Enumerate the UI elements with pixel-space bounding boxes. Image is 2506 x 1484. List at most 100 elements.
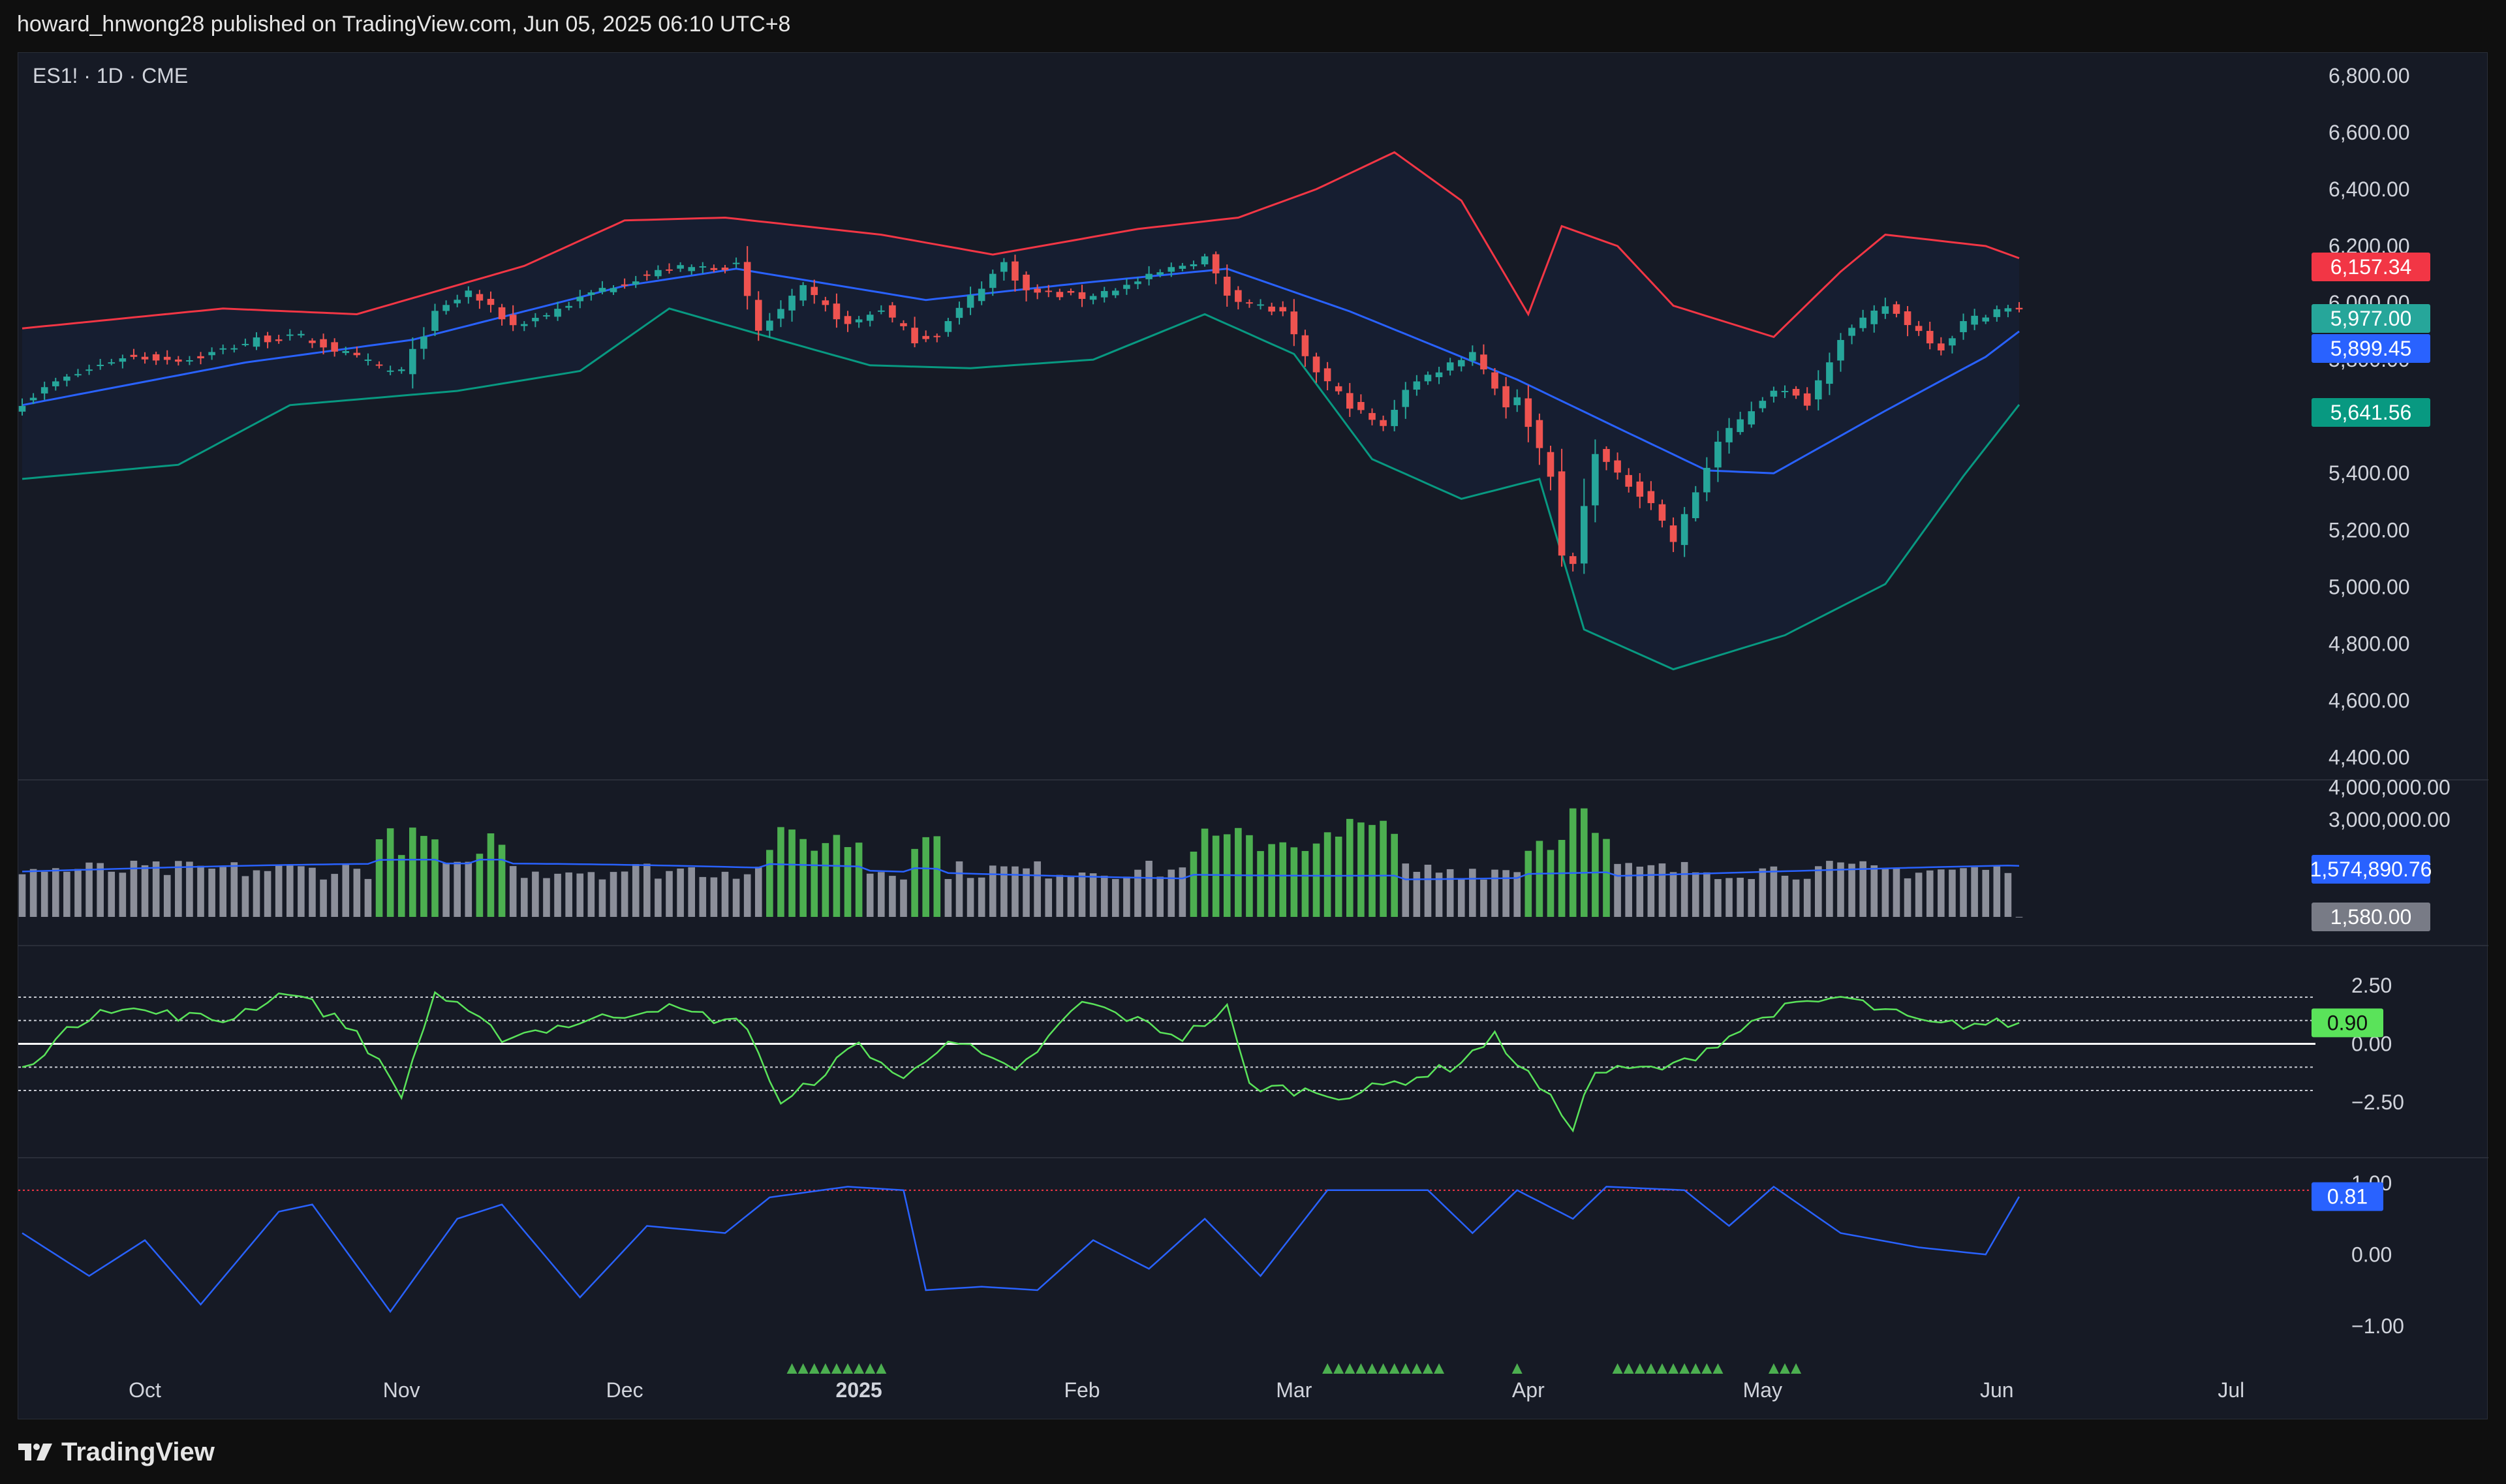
volume-bar xyxy=(119,873,127,917)
volume-bar xyxy=(967,878,974,917)
volume-bar xyxy=(40,871,48,917)
candle-body xyxy=(74,374,82,376)
volume-bar xyxy=(1893,867,1900,917)
volume-bar xyxy=(1268,844,1275,917)
volume-bar xyxy=(955,861,963,917)
oscillator-line xyxy=(22,991,2020,1133)
signal-triangle-icon xyxy=(865,1363,876,1374)
volume-bar xyxy=(74,869,82,917)
volume-bar xyxy=(52,868,59,917)
stochastic-value-tag: 0.81 xyxy=(2327,1185,2368,1209)
volume-bar xyxy=(2004,873,2012,917)
tradingview-brand: TradingView xyxy=(61,1437,215,1466)
volume-tick-label: 4,000,000.00 xyxy=(2328,775,2451,799)
candle-body xyxy=(286,334,294,336)
candle-body xyxy=(1112,290,1119,296)
candle-body xyxy=(1123,285,1130,289)
volume-bar xyxy=(1647,865,1655,917)
bb-upper-price-tag-bg xyxy=(2312,253,2430,281)
price-panel: 4,400.00 4,600.00 4,800.00 5,000.00 5,200.00… xyxy=(18,64,2488,781)
volume-bar xyxy=(587,872,595,917)
candle-body xyxy=(1435,372,1443,377)
chart-frame[interactable]: 4,400.00 4,600.00 4,800.00 5,000.00 5,200.00… xyxy=(18,52,2488,1419)
candle-body xyxy=(1502,386,1509,408)
signal-triangle-icon xyxy=(1679,1363,1690,1374)
candle-body xyxy=(532,318,539,322)
signal-triangle-icon xyxy=(1645,1363,1656,1374)
candle-body xyxy=(1100,290,1108,298)
candle-body xyxy=(108,362,116,364)
volume-bar xyxy=(732,878,740,917)
volume-bar xyxy=(1770,866,1778,917)
volume-bar xyxy=(1323,832,1331,917)
candle-body xyxy=(1826,362,1833,384)
candle-body xyxy=(397,369,405,371)
volume-bar xyxy=(1435,873,1443,917)
signal-triangle-icon xyxy=(1701,1363,1712,1374)
price-tick-label: 5,200.00 xyxy=(2328,518,2410,542)
candle-body xyxy=(1870,310,1878,324)
volume-bar xyxy=(889,876,896,917)
candle-body xyxy=(1034,288,1041,293)
candle-body xyxy=(1346,393,1354,409)
volume-ma-line xyxy=(22,858,2020,880)
candle-body xyxy=(1881,306,1889,314)
candle-body xyxy=(29,397,37,401)
candle-body xyxy=(130,354,138,357)
candle-body xyxy=(721,268,729,270)
volume-bar xyxy=(777,827,784,917)
candle-body xyxy=(1636,481,1644,497)
volume-bar xyxy=(286,865,294,917)
volume-bar xyxy=(1881,869,1889,917)
candle-body xyxy=(63,377,70,381)
volume-bar xyxy=(721,871,729,917)
candle-body xyxy=(364,359,372,362)
volume-bar xyxy=(1513,872,1521,917)
candle-body xyxy=(655,270,662,277)
candle-body xyxy=(1201,256,1209,265)
oscillator-value-tag-bg xyxy=(2312,1008,2383,1038)
candle-body xyxy=(1737,419,1744,433)
price-tick-label: 6,400.00 xyxy=(2328,178,2410,201)
signal-triangle-icon xyxy=(797,1363,809,1374)
volume-tick-label: 3,000,000.00 xyxy=(2328,808,2451,831)
volume-bar xyxy=(933,836,941,917)
candle-body xyxy=(275,339,283,341)
volume-bar xyxy=(97,863,104,917)
candle-body xyxy=(587,292,595,295)
volume-bar xyxy=(1190,852,1198,917)
candle-body xyxy=(1045,290,1053,292)
volume-bar xyxy=(18,874,26,917)
candle-body xyxy=(1926,331,1934,344)
candle-body xyxy=(754,300,762,331)
volume-bar xyxy=(241,876,249,917)
volume-bar xyxy=(219,867,227,917)
volume-bar xyxy=(554,873,561,917)
volume-bar xyxy=(1023,868,1030,917)
candle-body xyxy=(554,309,561,317)
candle-body xyxy=(1938,343,1945,350)
volume-bar xyxy=(476,854,484,917)
signal-triangle-icon xyxy=(1780,1363,1791,1374)
volume-bar xyxy=(643,863,651,917)
candle-body xyxy=(766,320,773,331)
candle-body xyxy=(141,356,149,360)
tradingview-footer[interactable]: TradingView xyxy=(17,1436,215,1468)
stochastic-tick-label: 0.00 xyxy=(2351,1243,2392,1266)
volume-bar xyxy=(1201,828,1209,917)
volume-bar xyxy=(1614,863,1621,917)
candle-body xyxy=(1257,304,1264,306)
volume-bar xyxy=(230,862,238,917)
candle-body xyxy=(1190,264,1198,266)
signal-triangle-icon xyxy=(1322,1363,1333,1374)
volume-bar xyxy=(1168,869,1175,917)
candle-body xyxy=(1703,467,1710,493)
candle-body xyxy=(1235,290,1242,302)
candle-body xyxy=(878,310,885,312)
chart-canvas[interactable]: 4,400.00 4,600.00 4,800.00 5,000.00 5,200.00… xyxy=(18,53,2488,1420)
volume-bar xyxy=(866,873,874,917)
volume-bar xyxy=(1480,879,1487,917)
volume-bar xyxy=(353,869,361,917)
time-axis-label: May xyxy=(1743,1378,1782,1402)
stochastic-value-tag-bg xyxy=(2312,1182,2383,1211)
